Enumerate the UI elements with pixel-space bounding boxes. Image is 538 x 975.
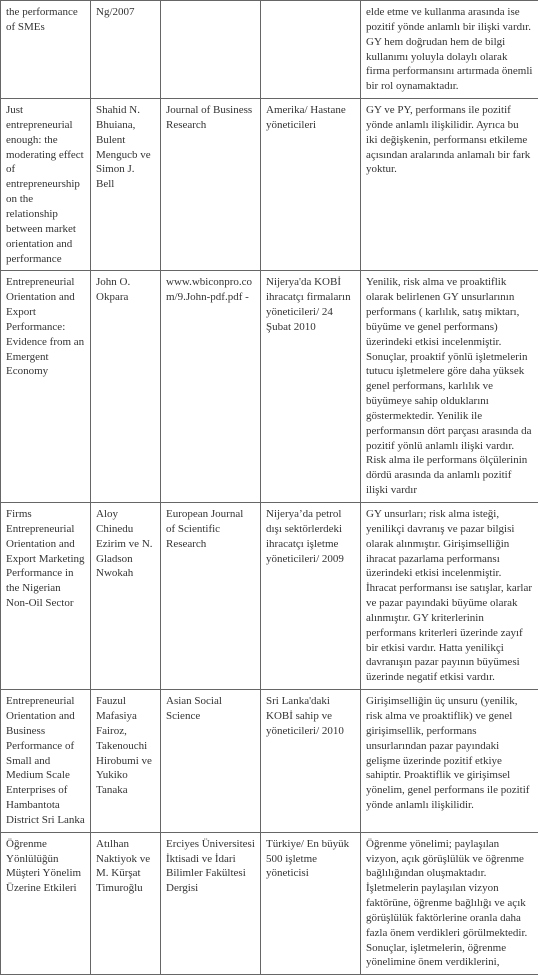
- cell-title: Just entrepreneurial enough: the moderat…: [1, 99, 91, 271]
- cell-authors: Ng/2007: [91, 1, 161, 99]
- table-row: Firms Entrepreneurial Orientation and Ex…: [1, 503, 538, 690]
- cell-finding: Girişimselliğin üç unsuru (yenilik, risk…: [361, 690, 538, 833]
- literature-table: the performance of SMEsNg/2007 elde etme …: [0, 0, 538, 975]
- cell-finding: Yenilik, risk alma ve proaktiflik olarak…: [361, 271, 538, 503]
- cell-authors: Fauzul Mafasiya Fairoz, Takenouchi Hirob…: [91, 690, 161, 833]
- cell-finding: GY unsurları; risk alma isteği, yenilikç…: [361, 503, 538, 690]
- cell-journal: Erciyes Üniversitesi İktisadi ve İdari B…: [161, 832, 261, 975]
- table-row: Just entrepreneurial enough: the moderat…: [1, 99, 538, 271]
- cell-sample: [261, 1, 361, 99]
- cell-title: Öğrenme Yönlülüğün Müşteri Yönelim Üzeri…: [1, 832, 91, 975]
- cell-authors: John O. Okpara: [91, 271, 161, 503]
- cell-journal: Journal of Business Research: [161, 99, 261, 271]
- table-row: the performance of SMEsNg/2007 elde etme …: [1, 1, 538, 99]
- cell-title: Entrepreneurial Orientation and Export P…: [1, 271, 91, 503]
- cell-sample: Türkiye/ En büyük 500 işletme yöneticisi: [261, 832, 361, 975]
- cell-sample: Sri Lanka'daki KOBİ sahip ve yöneticiler…: [261, 690, 361, 833]
- cell-finding: GY ve PY, performans ile pozitif yönde a…: [361, 99, 538, 271]
- cell-sample: Amerika/ Hastane yöneticileri: [261, 99, 361, 271]
- cell-journal: www.wbiconpro.com/9.John-pdf.pdf -: [161, 271, 261, 503]
- table-row: Entrepreneurial Orientation and Business…: [1, 690, 538, 833]
- cell-title: Entrepreneurial Orientation and Business…: [1, 690, 91, 833]
- cell-journal: European Journal of Scientific Research: [161, 503, 261, 690]
- cell-sample: Nijerya’da petrol dışı sektörlerdeki ihr…: [261, 503, 361, 690]
- cell-finding: elde etme ve kullanma arasında ise pozit…: [361, 1, 538, 99]
- cell-authors: Shahid N. Bhuiana, Bulent Mengucb ve Sim…: [91, 99, 161, 271]
- cell-title: Firms Entrepreneurial Orientation and Ex…: [1, 503, 91, 690]
- table-row: Entrepreneurial Orientation and Export P…: [1, 271, 538, 503]
- cell-sample: Nijerya'da KOBİ ihracatçı firmaların yön…: [261, 271, 361, 503]
- cell-title: the performance of SMEs: [1, 1, 91, 99]
- cell-journal: [161, 1, 261, 99]
- cell-authors: Aloy Chinedu Ezirim ve N. Gladson Nwokah: [91, 503, 161, 690]
- cell-finding: Öğrenme yönelimi; paylaşılan vizyon, açı…: [361, 832, 538, 975]
- cell-journal: Asian Social Science: [161, 690, 261, 833]
- table-row: Öğrenme Yönlülüğün Müşteri Yönelim Üzeri…: [1, 832, 538, 975]
- cell-authors: Atılhan Naktiyok ve M. Kürşat Timuroğlu: [91, 832, 161, 975]
